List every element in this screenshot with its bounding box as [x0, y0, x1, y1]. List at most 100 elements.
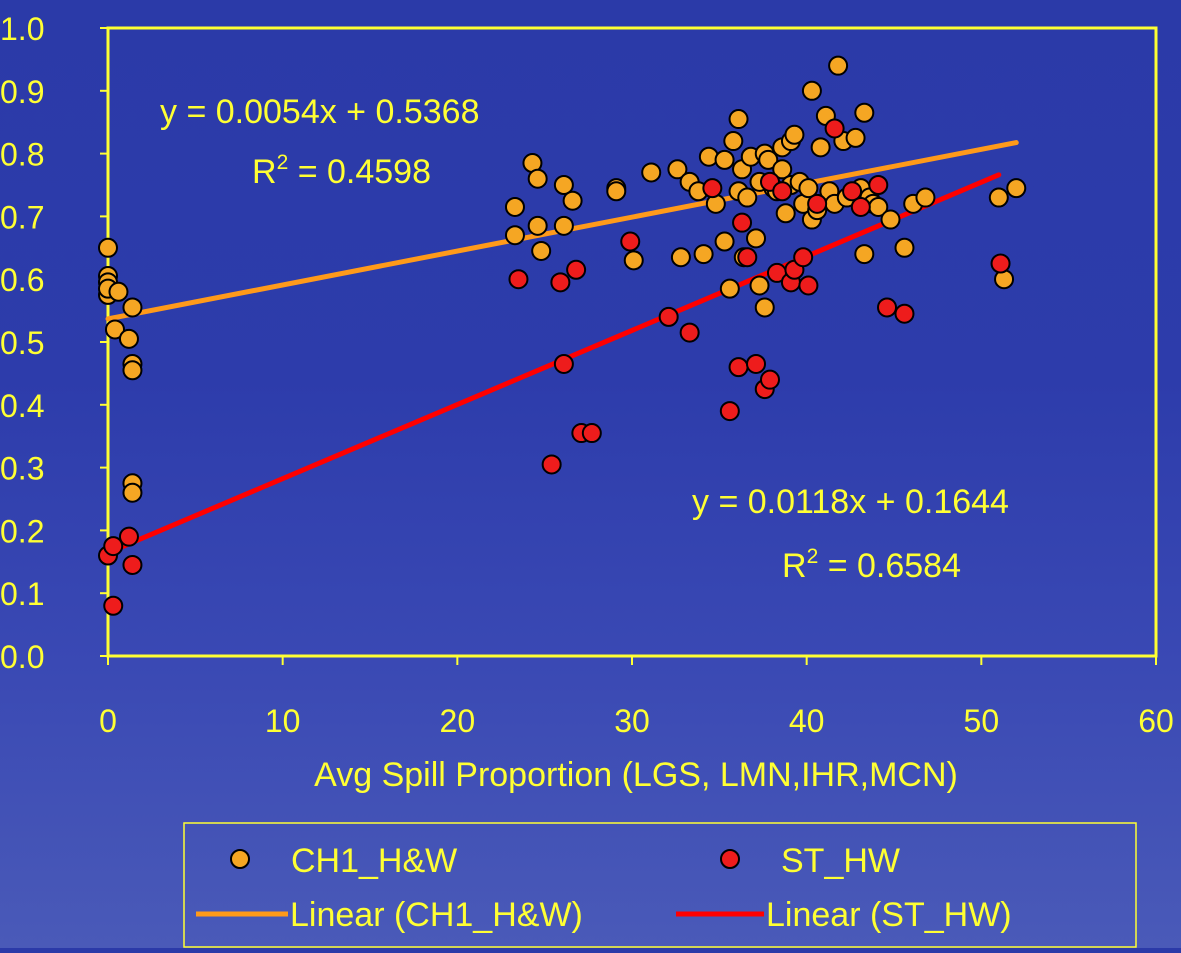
legend-st-marker	[721, 850, 739, 868]
y-tick-label: 0.4	[0, 388, 44, 424]
legend-st-line-label: Linear (ST_HW)	[766, 896, 1012, 934]
point-st	[747, 355, 765, 373]
ch1-equation-label: y = 0.0054x + 0.5368	[160, 93, 479, 131]
point-st	[799, 276, 817, 294]
point-st	[761, 371, 779, 389]
x-tick-label: 10	[265, 703, 301, 739]
point-ch1	[738, 189, 756, 207]
x-tick-label: 50	[964, 703, 1000, 739]
y-axis-ticks: 0.0 0.1 0.2 0.3 0.4 0.5 0.6 0.7 0.8 0.9 1.0	[0, 11, 108, 675]
point-ch1	[855, 104, 873, 122]
point-ch1	[625, 251, 643, 269]
st-equation-label: y = 0.0118x + 0.1644	[692, 483, 1009, 521]
ch1-r2-superscript: 2	[277, 151, 289, 174]
point-ch1	[123, 298, 141, 316]
point-st	[555, 355, 573, 373]
point-ch1	[695, 245, 713, 263]
x-axis-ticks: 0 10 20 30 40 50 60	[99, 656, 1174, 739]
point-ch1	[109, 283, 127, 301]
y-tick-label: 0.0	[0, 639, 44, 675]
point-st	[509, 270, 527, 288]
x-tick-label: 40	[789, 703, 825, 739]
point-st	[104, 597, 122, 615]
point-ch1	[882, 211, 900, 229]
point-ch1	[716, 151, 734, 169]
point-ch1	[529, 170, 547, 188]
point-ch1	[803, 82, 821, 100]
point-st	[878, 298, 896, 316]
st-r2-superscript: 2	[807, 545, 819, 568]
point-st	[794, 248, 812, 266]
ch1-r2-prefix: R	[252, 153, 277, 191]
st-r2-value: = 0.6584	[818, 547, 961, 585]
point-st	[681, 324, 699, 342]
legend-st-label: ST_HW	[781, 842, 900, 880]
point-st	[123, 556, 141, 574]
point-ch1	[721, 280, 739, 298]
y-tick-label: 0.1	[0, 576, 44, 612]
point-ch1	[785, 126, 803, 144]
point-st	[730, 358, 748, 376]
point-st	[808, 195, 826, 213]
point-ch1	[716, 233, 734, 251]
data-points	[99, 57, 1025, 615]
point-st	[583, 424, 601, 442]
st-r2-label: R2 = 0.6584	[782, 545, 961, 585]
point-ch1	[747, 229, 765, 247]
point-st	[826, 119, 844, 137]
point-st	[703, 179, 721, 197]
point-ch1	[829, 57, 847, 75]
point-ch1	[555, 217, 573, 235]
point-st	[773, 182, 791, 200]
y-tick-label: 0.6	[0, 262, 44, 298]
point-st	[120, 528, 138, 546]
point-ch1	[1007, 179, 1025, 197]
x-axis-title: Avg Spill Proportion (LGS, LMN,IHR,MCN)	[314, 756, 958, 794]
legend: CH1_H&W ST_HW Linear (CH1_H&W) Linear (S…	[184, 823, 1136, 947]
point-ch1	[506, 198, 524, 216]
point-ch1	[724, 132, 742, 150]
ch1-r2-label: R2 = 0.4598	[252, 151, 431, 191]
y-tick-label: 1.0	[0, 11, 44, 47]
legend-ch1-line-label: Linear (CH1_H&W)	[290, 896, 583, 934]
x-tick-label: 0	[99, 703, 117, 739]
x-tick-label: 20	[440, 703, 476, 739]
point-ch1	[777, 204, 795, 222]
point-ch1	[672, 248, 690, 266]
point-ch1	[120, 330, 138, 348]
point-st	[721, 402, 739, 420]
point-ch1	[123, 484, 141, 502]
point-ch1	[99, 239, 117, 257]
y-tick-label: 0.8	[0, 137, 44, 173]
y-tick-label: 0.7	[0, 199, 44, 235]
point-ch1	[123, 361, 141, 379]
point-ch1	[751, 276, 769, 294]
y-tick-label: 0.5	[0, 325, 44, 361]
point-ch1	[855, 245, 873, 263]
point-st	[621, 233, 639, 251]
point-ch1	[529, 217, 547, 235]
point-st	[551, 273, 569, 291]
point-ch1	[895, 239, 913, 257]
point-st	[992, 255, 1010, 273]
x-tick-label: 30	[614, 703, 650, 739]
point-ch1	[532, 242, 550, 260]
y-tick-label: 0.3	[0, 451, 44, 487]
point-st	[852, 198, 870, 216]
point-ch1	[812, 138, 830, 156]
point-ch1	[847, 129, 865, 147]
point-st	[895, 305, 913, 323]
point-st	[738, 248, 756, 266]
point-st	[869, 176, 887, 194]
legend-ch1-marker	[231, 850, 249, 868]
point-ch1	[990, 189, 1008, 207]
y-tick-label: 0.9	[0, 74, 44, 110]
point-ch1	[642, 163, 660, 181]
point-st	[543, 455, 561, 473]
point-ch1	[730, 110, 748, 128]
point-ch1	[506, 226, 524, 244]
st-r2-prefix: R	[782, 547, 807, 585]
y-tick-label: 0.2	[0, 513, 44, 549]
